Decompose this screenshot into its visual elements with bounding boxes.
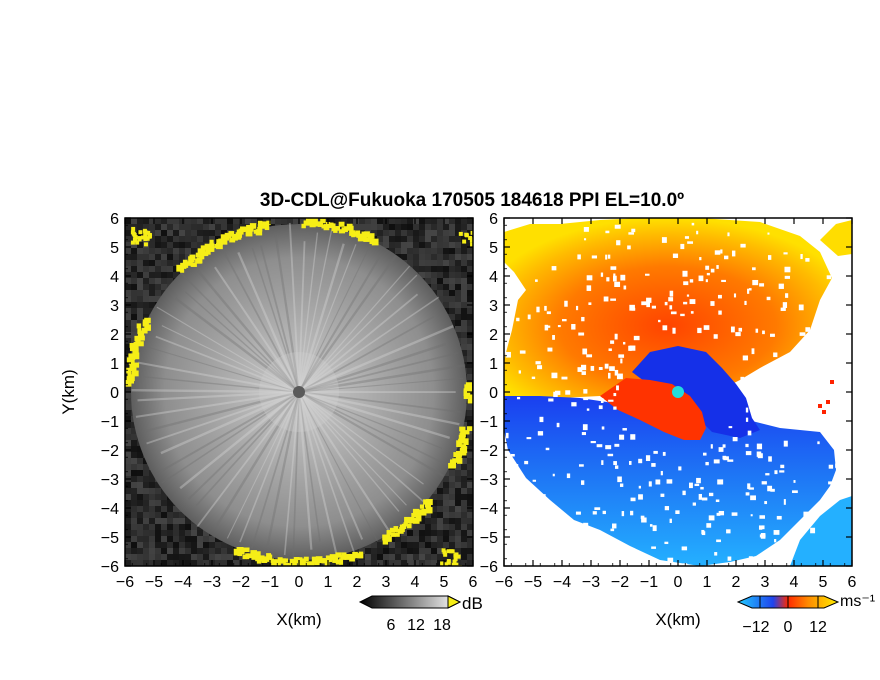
velocity-colorbar-tick: 0 (784, 619, 793, 636)
y-tick-label: −6 (480, 559, 498, 576)
y-tick-label: −4 (480, 501, 498, 518)
y-tick-label: 5 (110, 240, 119, 257)
x-tick-label: −3 (203, 574, 221, 591)
y-tick-label: −3 (480, 472, 498, 489)
x-tick-label: 4 (411, 574, 420, 591)
y-tick-label: 6 (110, 211, 119, 228)
x-tick-label: −4 (553, 574, 571, 591)
y-tick-label: −5 (101, 530, 119, 547)
y-tick-label: −4 (101, 501, 119, 518)
y-tick-label: 1 (489, 356, 498, 373)
y-tick-label: 0 (110, 385, 119, 402)
x-tick-label: 1 (703, 574, 712, 591)
y-tick-label: 3 (489, 298, 498, 315)
y-tick-label: −1 (101, 414, 119, 431)
x-tick-label: 1 (324, 574, 333, 591)
velocity-far-negative-corner (790, 496, 852, 566)
intensity-colorbar-unit: dB (462, 594, 483, 613)
intensity-axes: −6 −5 −4 −3 −2 −1 0 1 2 3 4 5 6 6 5 4 3 2 1 0 −1 −2 −3 −4 −5 −6 (101, 211, 478, 591)
x-tick-label: 0 (295, 574, 304, 591)
x-tick-label: 0 (674, 574, 683, 591)
x-tick-label: −4 (174, 574, 192, 591)
y-tick-label: −2 (101, 443, 119, 460)
x-tick-label: 6 (848, 574, 857, 591)
x-tick-label: 2 (732, 574, 741, 591)
velocity-axes: −6 −5 −4 −3 −2 −1 0 1 2 3 4 5 6 6 5 4 3 2 1 0 −1 −2 −3 −4 −5 −6 (480, 211, 857, 591)
intensity-ylabel: Y(km) (59, 369, 78, 414)
x-tick-label: 5 (819, 574, 828, 591)
x-tick-label: −3 (582, 574, 600, 591)
velocity-xlabel: X(km) (655, 610, 700, 629)
x-tick-label: −2 (232, 574, 250, 591)
x-tick-label: −5 (145, 574, 163, 591)
velocity-near-negative-patch (632, 346, 760, 438)
intensity-xlabel: X(km) (276, 610, 321, 629)
y-tick-label: 0 (489, 385, 498, 402)
intensity-edge-yellow (125, 218, 473, 566)
intensity-radial-streaks (131, 222, 466, 562)
y-tick-label: 4 (110, 269, 119, 286)
y-tick-label: −2 (480, 443, 498, 460)
y-tick-label: 2 (110, 327, 119, 344)
velocity-far-positive-corner (820, 220, 852, 256)
x-tick-label: −2 (611, 574, 629, 591)
x-tick-label: −5 (524, 574, 542, 591)
y-tick-label: −6 (101, 559, 119, 576)
x-tick-label: −6 (116, 574, 134, 591)
intensity-panel (125, 218, 473, 566)
intensity-colorbar-tick: 18 (433, 617, 451, 634)
x-tick-label: −1 (640, 574, 658, 591)
chart-title: 3D-CDL@Fukuoka 170505 184618 PPI EL=10.0… (260, 190, 684, 211)
x-tick-label: 5 (440, 574, 449, 591)
velocity-colorbar-tick: −12 (742, 619, 769, 636)
velocity-colorbar-unit: ms⁻¹ (840, 593, 875, 610)
velocity-colorbar: ms⁻¹ −12 0 12 (736, 593, 875, 636)
y-tick-label: 4 (489, 269, 498, 286)
velocity-colorbar-tick: 12 (809, 619, 827, 636)
y-tick-label: 5 (489, 240, 498, 257)
velocity-data-gaps (505, 218, 852, 566)
y-tick-label: 6 (489, 211, 498, 228)
y-tick-label: 2 (489, 327, 498, 344)
y-tick-label: −1 (480, 414, 498, 431)
x-tick-label: 6 (469, 574, 478, 591)
x-tick-label: −1 (261, 574, 279, 591)
y-tick-label: 3 (110, 298, 119, 315)
velocity-radar-marker (672, 386, 684, 398)
y-tick-label: −3 (101, 472, 119, 489)
intensity-colorbar-tick: 12 (407, 617, 425, 634)
y-tick-label: 1 (110, 356, 119, 373)
y-tick-label: −5 (480, 530, 498, 547)
x-tick-label: 3 (382, 574, 391, 591)
intensity-radar-marker (293, 386, 305, 398)
x-tick-label: 2 (353, 574, 362, 591)
intensity-colorbar-tick: 6 (387, 617, 396, 634)
x-tick-label: −6 (495, 574, 513, 591)
intensity-colorbar: dB 6 12 18 (358, 594, 483, 634)
velocity-panel (504, 218, 852, 566)
x-tick-label: 4 (790, 574, 799, 591)
x-tick-label: 3 (761, 574, 770, 591)
